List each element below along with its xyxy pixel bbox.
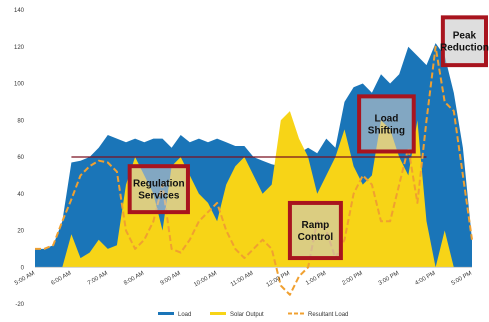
annotation-frame <box>440 15 489 68</box>
y-tick-label: 120 <box>14 45 25 51</box>
x-tick-label: 8:00 AM <box>123 271 145 287</box>
y-tick-label: 0 <box>21 265 25 271</box>
legend-label: Resultant Load <box>308 312 348 318</box>
annotation-label: Shifting <box>368 125 405 136</box>
x-tick-label: 9:00 AM <box>160 271 182 287</box>
x-tick-label: 5:00 PM <box>451 271 473 287</box>
legend-swatch <box>158 312 174 315</box>
legend-swatch <box>210 312 226 315</box>
y-tick-label: 100 <box>14 82 25 88</box>
annotation-frame <box>287 200 343 261</box>
x-tick-label: 4:00 PM <box>414 271 436 287</box>
annotation-label: Ramp <box>302 220 330 231</box>
x-tick-label: 7:00 AM <box>87 271 109 287</box>
annotation-frame <box>357 94 416 154</box>
x-tick-label: 3:00 PM <box>378 271 400 287</box>
line-series <box>35 45 473 296</box>
x-tick-label: 5:00 AM <box>14 271 36 287</box>
y-tick-label: -20 <box>15 302 24 308</box>
x-tick-label: 1:00 PM <box>305 271 327 287</box>
annotation-label: Peak <box>453 31 477 42</box>
solar-output-area <box>35 111 472 268</box>
y-tick-label: 60 <box>17 155 24 161</box>
y-tick-label: 140 <box>14 8 25 14</box>
y-tick-label: 20 <box>17 229 24 235</box>
annotation-label: Regulation <box>133 179 185 190</box>
x-axis-ticks: 5:00 AM 6:00 AM 7:00 AM 8:00 AM 9:00 AM 10:00… <box>14 271 473 289</box>
annotation-label: Reduction <box>440 43 489 54</box>
x-tick-label: 2:00 PM <box>341 271 363 287</box>
y-tick-label: 40 <box>17 192 24 198</box>
annotation-label: Services <box>138 191 180 202</box>
annotation-label: Control <box>298 232 334 243</box>
y-tick-label: 80 <box>17 118 24 124</box>
annotation-frame <box>127 164 190 215</box>
y-axis-ticks: -20 0 20 40 60 80 100 120 140 <box>14 8 25 308</box>
resultant-load-line <box>35 45 473 296</box>
annotation-label: Load <box>374 113 398 124</box>
legend-label: Solar Output <box>230 312 264 318</box>
x-tick-label: 11:00 AM <box>230 271 255 289</box>
x-tick-label: 6:00 AM <box>50 271 72 287</box>
legend-label: Load <box>178 312 191 318</box>
x-tick-label: 10:00 AM <box>193 271 218 289</box>
legend: Load Solar Output Resultant Load <box>158 312 348 318</box>
annotation-boxes: RegulationServicesRampControlLoadShiftin… <box>127 15 489 261</box>
